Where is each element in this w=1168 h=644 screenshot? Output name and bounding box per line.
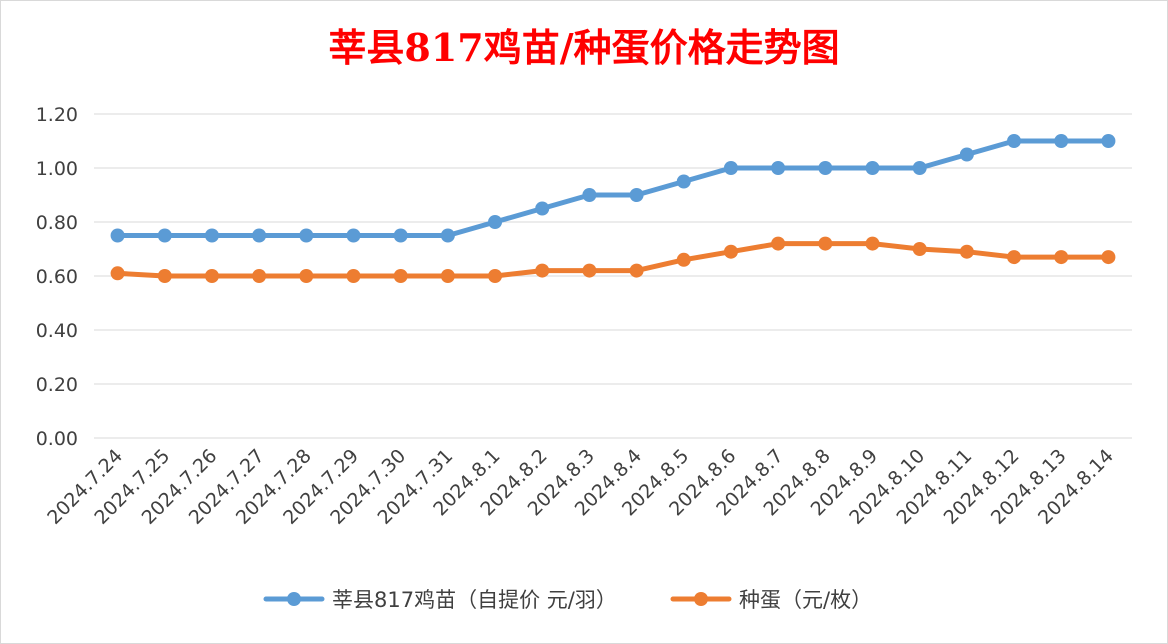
data-point — [865, 236, 880, 251]
y-tick-label: 0.00 — [36, 428, 78, 450]
y-tick-label: 1.20 — [36, 104, 78, 126]
data-point — [440, 269, 455, 283]
data-point — [629, 263, 644, 278]
data-point — [1007, 134, 1022, 148]
data-point — [1007, 250, 1022, 265]
legend-label: 种蛋（元/枚） — [739, 588, 872, 612]
data-point — [488, 269, 503, 283]
data-point — [252, 269, 267, 283]
data-point — [346, 269, 361, 283]
data-point — [252, 228, 267, 243]
y-tick-label: 0.20 — [36, 374, 78, 396]
data-point — [204, 228, 219, 243]
data-point — [865, 161, 880, 175]
data-point — [535, 263, 550, 278]
chart-title: 莘县817鸡苗/种蛋价格走势图 — [328, 25, 839, 70]
y-tick-label: 0.80 — [36, 212, 78, 234]
data-point — [818, 161, 833, 175]
data-point — [299, 228, 314, 243]
y-tick-label: 0.40 — [36, 320, 78, 342]
data-point — [440, 228, 455, 243]
data-point — [1054, 250, 1069, 265]
x-axis-tick-labels: 2024.7.242024.7.252024.7.262024.7.272024… — [43, 445, 1118, 529]
data-point — [110, 266, 125, 281]
data-point — [582, 263, 597, 278]
data-point — [912, 242, 927, 256]
data-point — [393, 269, 408, 283]
data-point — [676, 252, 691, 267]
legend: 莘县817鸡苗（自提价 元/羽） 种蛋（元/枚） — [263, 588, 872, 612]
data-point — [1101, 250, 1116, 265]
data-point — [110, 228, 125, 243]
data-point — [393, 228, 408, 243]
data-point — [676, 174, 691, 189]
data-point — [299, 269, 314, 283]
data-point — [488, 215, 503, 229]
data-point — [771, 161, 786, 175]
data-point — [346, 228, 361, 243]
data-point — [1054, 134, 1069, 148]
data-point — [204, 269, 219, 283]
data-point — [912, 161, 927, 175]
data-point — [157, 269, 172, 283]
series-1 — [110, 134, 1116, 243]
y-tick-label: 0.60 — [36, 266, 78, 288]
data-point — [535, 201, 550, 216]
series-lines — [110, 134, 1116, 283]
data-point — [629, 188, 644, 202]
legend-label: 莘县817鸡苗（自提价 元/羽） — [332, 588, 617, 612]
legend-item: 种蛋（元/枚） — [670, 588, 872, 612]
y-tick-label: 1.00 — [36, 158, 78, 180]
data-point — [818, 236, 833, 251]
data-point — [723, 161, 738, 175]
data-point — [157, 228, 172, 243]
y-axis-tick-labels: 0.00 0.20 0.40 0.60 0.80 1.00 1.20 — [36, 104, 78, 450]
data-point — [959, 147, 974, 162]
data-point — [1101, 134, 1116, 148]
series-line — [115, 138, 1111, 238]
series-2 — [110, 236, 1116, 283]
legend-item: 莘县817鸡苗（自提价 元/羽） — [263, 588, 617, 612]
data-point — [771, 236, 786, 251]
series-line — [115, 241, 1111, 279]
data-point — [582, 188, 597, 202]
data-point — [723, 244, 738, 259]
data-point — [959, 244, 974, 259]
legend-swatch-marker — [287, 592, 301, 606]
legend-swatch-marker — [694, 592, 708, 606]
